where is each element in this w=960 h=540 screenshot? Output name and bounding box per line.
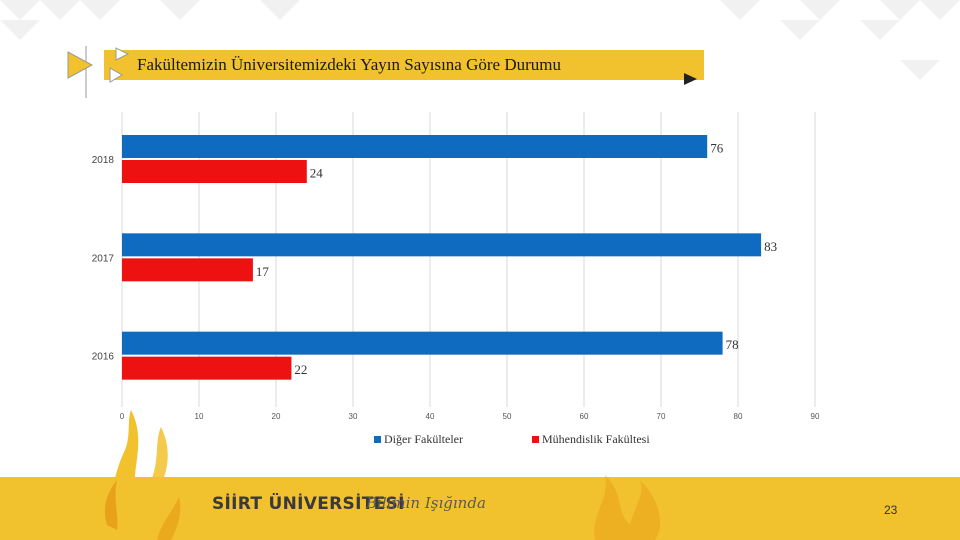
legend-label: Mühendislik Fakültesi — [542, 432, 650, 446]
data-label: 22 — [294, 362, 307, 377]
x-tick-label: 80 — [734, 412, 743, 421]
bar-diger — [122, 331, 723, 355]
data-label: 24 — [310, 166, 324, 181]
x-tick-label: 60 — [580, 412, 589, 421]
bar-muhendislik — [122, 356, 292, 380]
page-number: 23 — [884, 503, 898, 517]
bar-chart: 0 10 20 30 40 50 60 70 80 90 2018 76 24 2017 83 17 2016 7… — [92, 112, 820, 421]
legend-item-series-0: Diğer Fakülteler — [374, 432, 463, 447]
bar-muhendislik — [122, 258, 253, 282]
x-tick-label: 20 — [272, 412, 281, 421]
bar-muhendislik — [122, 160, 307, 183]
legend-swatch — [532, 436, 539, 443]
y-category-label: 2018 — [92, 155, 115, 166]
data-label: 76 — [710, 141, 724, 156]
flame-logo-icon — [104, 410, 181, 540]
legend-label: Diğer Fakülteler — [384, 432, 463, 446]
flame-decoration — [594, 475, 660, 540]
y-category-label: 2017 — [92, 253, 115, 264]
x-tick-label: 50 — [503, 412, 512, 421]
x-tick-label: 10 — [195, 412, 204, 421]
arrow-right-icon — [684, 73, 697, 85]
bar-diger — [122, 135, 708, 158]
bar-diger — [122, 233, 762, 257]
data-label: 78 — [726, 337, 739, 352]
data-label: 17 — [256, 264, 270, 279]
brand-slogan: Bilimin Işığında — [366, 494, 486, 512]
x-tick-label: 30 — [349, 412, 358, 421]
legend-swatch — [374, 436, 381, 443]
data-label: 83 — [764, 239, 777, 254]
x-tick-label: 40 — [426, 412, 435, 421]
chart-title: Fakültemizin Üniversitemizdeki Yayın Say… — [137, 55, 561, 74]
legend-item-series-1: Mühendislik Fakültesi — [532, 432, 650, 447]
play-triangle-icon — [67, 46, 130, 98]
x-tick-label: 90 — [811, 412, 820, 421]
title-bar — [104, 50, 704, 80]
brand-name: SİİRT ÜNİVERSİTESİ — [212, 494, 405, 514]
footer-band — [0, 477, 960, 540]
y-category-label: 2016 — [92, 352, 115, 363]
x-tick-label: 0 — [120, 412, 125, 421]
x-tick-label: 70 — [657, 412, 666, 421]
